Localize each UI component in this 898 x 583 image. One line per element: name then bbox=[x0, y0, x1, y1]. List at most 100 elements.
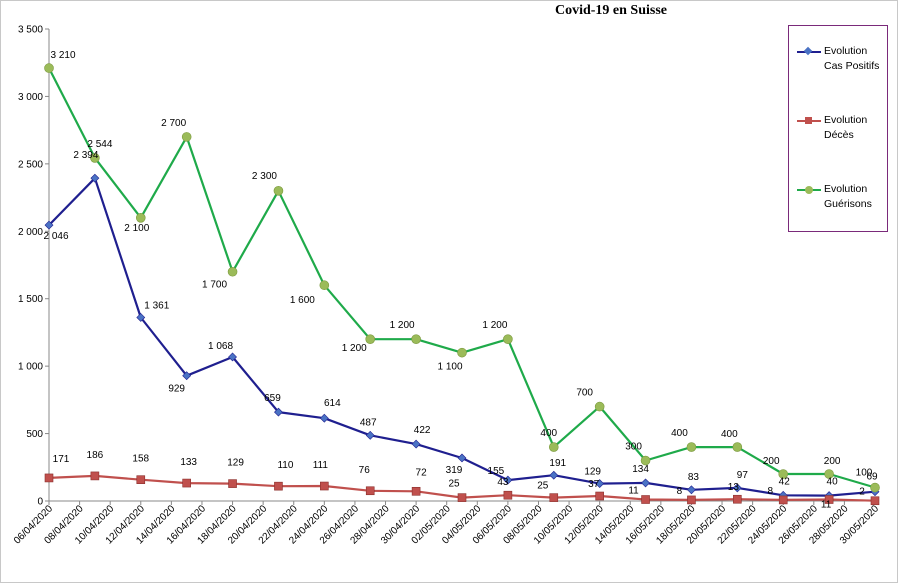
marker-square-point bbox=[320, 481, 329, 491]
data-label: 400 bbox=[671, 428, 688, 439]
marker-circle-point bbox=[640, 455, 651, 466]
data-label: 13 bbox=[728, 482, 740, 493]
data-label: 1 068 bbox=[208, 341, 233, 352]
data-label: 133 bbox=[180, 457, 197, 468]
marker-diamond-point bbox=[503, 475, 513, 485]
data-label: 2 544 bbox=[87, 139, 112, 150]
data-label: 11 bbox=[821, 500, 832, 511]
marker-square-point bbox=[44, 473, 54, 483]
marker-circle-point bbox=[686, 442, 697, 452]
data-label: 2 300 bbox=[252, 171, 277, 182]
data-label: 40 bbox=[827, 477, 839, 488]
marker-diamond-point bbox=[274, 407, 283, 417]
data-label: 155 bbox=[488, 466, 505, 477]
marker-square-point bbox=[90, 471, 100, 481]
marker-square-point bbox=[824, 495, 834, 504]
data-label: 319 bbox=[446, 465, 463, 476]
marker-diamond-point bbox=[457, 453, 467, 463]
data-label: 659 bbox=[264, 393, 281, 404]
marker-circle-point bbox=[365, 334, 376, 344]
data-label: 1 700 bbox=[202, 280, 227, 291]
marker-circle-point bbox=[319, 280, 330, 291]
y-tick-label: 2 000 bbox=[18, 227, 43, 238]
data-label: 8 bbox=[767, 486, 773, 497]
marker-diamond-point bbox=[687, 485, 696, 495]
marker-circle-point bbox=[503, 334, 513, 344]
legend: Evolution Cas Positifs Evolution Décès E… bbox=[788, 25, 888, 232]
data-label: 2 bbox=[859, 487, 865, 498]
data-label: 97 bbox=[737, 470, 749, 481]
marker-square-point bbox=[641, 495, 650, 504]
data-label: 1 200 bbox=[482, 320, 507, 331]
series-line-2 bbox=[48, 67, 876, 489]
data-label: 1 100 bbox=[437, 362, 462, 373]
data-label: 400 bbox=[540, 428, 557, 439]
data-label: 129 bbox=[227, 458, 244, 469]
data-label: 2 046 bbox=[43, 231, 68, 242]
data-label: 37 bbox=[588, 479, 600, 490]
marker-square-point bbox=[182, 478, 191, 488]
y-tick-label: 0 bbox=[37, 497, 43, 508]
data-label: 1 200 bbox=[390, 320, 415, 331]
data-label: 69 bbox=[866, 472, 878, 483]
marker-circle-point bbox=[273, 186, 284, 196]
legend-marker-square-icon bbox=[805, 117, 812, 124]
data-label: 1 361 bbox=[144, 300, 169, 311]
marker-square-point bbox=[457, 493, 467, 502]
legend-item-cas-positifs: Evolution Cas Positifs bbox=[789, 44, 887, 84]
legend-item-deces: Evolution Décès bbox=[789, 113, 887, 153]
marker-diamond-point bbox=[732, 483, 742, 493]
marker-diamond-point bbox=[641, 478, 650, 488]
marker-circle-point bbox=[181, 132, 192, 142]
marker-square-point bbox=[549, 493, 559, 502]
marker-square-point bbox=[870, 496, 880, 506]
marker-diamond-point bbox=[90, 173, 100, 183]
data-label: 1 200 bbox=[342, 343, 367, 354]
y-tick-label: 1 000 bbox=[18, 362, 43, 373]
data-label: 614 bbox=[324, 398, 341, 409]
marker-circle-point bbox=[732, 442, 743, 452]
marker-circle-point bbox=[227, 266, 238, 277]
marker-square-point bbox=[274, 481, 283, 491]
marker-diamond-point bbox=[44, 220, 54, 230]
marker-circle-point bbox=[90, 153, 100, 163]
marker-circle-point bbox=[824, 469, 834, 479]
marker-circle-point bbox=[135, 213, 146, 223]
data-label: 422 bbox=[414, 425, 431, 436]
legend-label-cas-positifs: Evolution Cas Positifs bbox=[824, 45, 880, 72]
data-label: 186 bbox=[87, 450, 104, 461]
data-label: 200 bbox=[763, 456, 780, 467]
data-label: 42 bbox=[779, 476, 791, 487]
marker-diamond-point bbox=[411, 439, 421, 449]
data-label: 76 bbox=[359, 465, 371, 476]
data-label: 3 210 bbox=[50, 50, 75, 61]
data-label: 129 bbox=[584, 467, 601, 478]
marker-square-point bbox=[733, 494, 742, 504]
data-label: 11 bbox=[628, 486, 639, 497]
marker-square-point bbox=[595, 491, 604, 501]
legend-item-guerisons: Evolution Guérisons bbox=[789, 182, 887, 222]
data-label: 8 bbox=[677, 486, 683, 497]
marker-diamond-point bbox=[182, 371, 192, 381]
marker-circle-point bbox=[594, 401, 605, 412]
marker-square-point bbox=[228, 479, 237, 488]
marker-square-point bbox=[503, 490, 513, 500]
y-tick-label: 3 500 bbox=[18, 25, 43, 36]
data-label: 72 bbox=[416, 467, 428, 478]
marker-circle-point bbox=[44, 63, 54, 73]
marker-square-point bbox=[136, 475, 146, 484]
marker-diamond-point bbox=[549, 470, 559, 480]
data-label: 43 bbox=[497, 477, 509, 488]
marker-diamond-point bbox=[228, 352, 237, 362]
marker-diamond-point bbox=[319, 413, 329, 423]
data-label: 25 bbox=[448, 479, 460, 490]
y-tick-label: 500 bbox=[26, 429, 43, 440]
data-label: 2 100 bbox=[124, 223, 149, 234]
data-label: 83 bbox=[688, 472, 700, 483]
marker-circle-point bbox=[548, 442, 559, 452]
data-label: 1 600 bbox=[290, 295, 315, 306]
data-label: 929 bbox=[168, 384, 185, 395]
data-label: 100 bbox=[856, 468, 873, 479]
data-label: 158 bbox=[132, 454, 149, 465]
